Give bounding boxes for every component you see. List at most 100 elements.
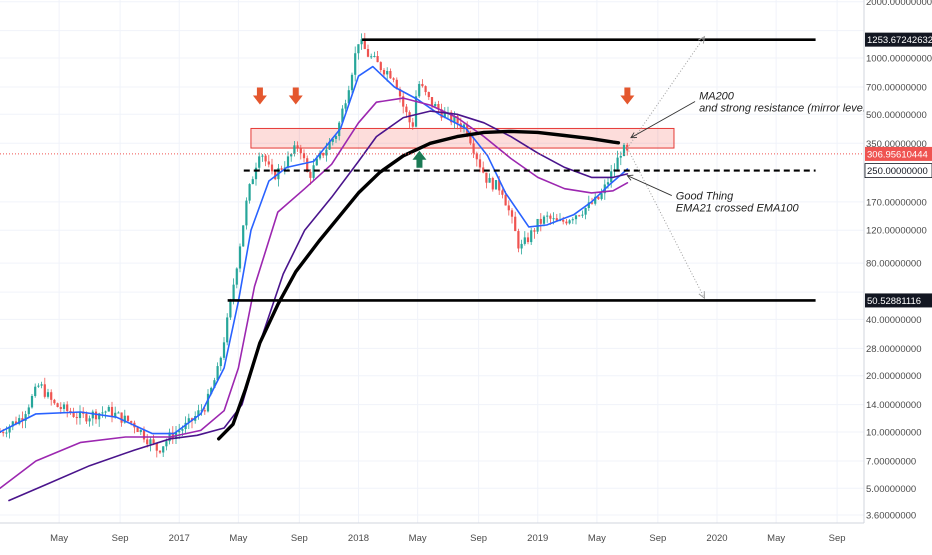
candle-body — [251, 179, 254, 185]
candle-body — [405, 106, 408, 113]
price-tag-label-4: 50.52881116 — [867, 296, 921, 307]
candle-body — [238, 246, 242, 269]
candle-body — [130, 421, 133, 423]
y-tick-label-11: 40.00000000 — [866, 315, 921, 326]
candle-body — [8, 426, 11, 433]
candle-body — [309, 171, 312, 178]
candle-body — [98, 413, 101, 420]
candle-body — [56, 403, 59, 408]
candle-body — [382, 70, 386, 75]
candle-body — [366, 49, 370, 57]
x-tick-label-12: 2020 — [706, 533, 727, 544]
candle-body — [539, 218, 542, 224]
candle-body — [424, 86, 427, 93]
x-tick-label-6: 2018 — [348, 533, 369, 544]
candle-body — [427, 92, 430, 98]
x-tick-label-11: Sep — [649, 533, 666, 544]
y-tick-label-16: 7.00000000 — [866, 456, 916, 467]
candle-body — [312, 165, 315, 178]
x-tick-label-1: May — [50, 533, 68, 544]
candle-body — [622, 144, 626, 157]
candle-body — [27, 407, 30, 415]
candle-body — [594, 196, 597, 204]
candle-body — [443, 112, 446, 118]
candle-body — [254, 167, 258, 180]
candle-body — [414, 96, 418, 127]
candle-body — [574, 215, 578, 220]
ma-line-3 — [8, 110, 629, 502]
candle-body — [517, 231, 520, 249]
candle-body — [475, 153, 478, 160]
x-tick-label-7: May — [409, 533, 427, 544]
candle-body — [606, 182, 610, 185]
x-tick-label-8: Sep — [470, 533, 487, 544]
candle-body — [94, 411, 98, 420]
candle-body — [597, 196, 600, 200]
x-tick-label-9: 2019 — [527, 533, 548, 544]
projection-line-2 — [626, 147, 705, 299]
candle-body — [187, 418, 190, 423]
down-arrow-marker-2 — [288, 87, 303, 105]
candle-body — [62, 404, 66, 409]
candle-body — [18, 418, 21, 425]
candle-body — [24, 414, 27, 421]
candle-body — [91, 411, 94, 419]
candle-body — [402, 96, 405, 107]
time-axis-panel — [0, 523, 932, 550]
candle-body — [232, 284, 235, 301]
candle-body — [66, 404, 69, 411]
candle-body — [181, 429, 184, 431]
candle-body — [331, 138, 334, 142]
x-tick-label-5: Sep — [291, 533, 308, 544]
candle-body — [162, 446, 165, 453]
y-tick-label-5: 500.00000000 — [866, 110, 927, 121]
y-tick-label-15: 10.00000000 — [866, 428, 921, 439]
candle-body — [562, 220, 565, 222]
candle-body — [373, 56, 376, 58]
candle-body — [389, 70, 392, 79]
candle-body — [568, 220, 571, 224]
price-tag-3 — [864, 163, 932, 178]
x-tick-label-10: May — [588, 533, 606, 544]
candle-body — [450, 112, 453, 123]
candle-body — [363, 39, 366, 50]
candle-body — [117, 412, 120, 414]
candle-body — [216, 366, 219, 381]
candle-body — [219, 357, 222, 367]
candle-body — [437, 104, 440, 110]
candle-body — [341, 108, 344, 123]
candle-body — [533, 230, 536, 232]
y-tick-label-8: 120.00000000 — [866, 226, 927, 237]
candle-body — [290, 154, 293, 157]
candle-body — [514, 216, 517, 232]
candle-body — [286, 156, 290, 168]
moving-averages — [0, 65, 629, 502]
candle-body — [482, 167, 485, 173]
annotation-1-line-1: MA200 — [699, 90, 735, 102]
y-tick-label-7: 170.00000000 — [866, 197, 927, 208]
candle-body — [146, 439, 149, 445]
y-tick-label-1: 2000.00000000 — [866, 0, 932, 8]
resistance-zone-layer — [250, 127, 675, 149]
candle-body — [261, 155, 264, 157]
price-tag-label-3: 250.00000000 — [867, 166, 928, 177]
candle-body — [78, 411, 82, 419]
candle-body — [584, 208, 587, 215]
candle-body — [258, 156, 261, 168]
candle-body — [136, 427, 139, 433]
candle-body — [318, 152, 322, 159]
candle-body — [21, 418, 24, 421]
candle-body — [34, 386, 37, 396]
arrow-markers — [252, 87, 635, 168]
candle-body — [411, 122, 414, 127]
candle-body — [280, 168, 283, 170]
candle-body — [107, 406, 110, 412]
candle-body — [43, 384, 46, 397]
candle-body — [408, 112, 411, 123]
candle-body — [110, 406, 114, 417]
x-tick-label-4: May — [229, 533, 247, 544]
candle-body — [72, 412, 75, 417]
candle-body — [75, 416, 78, 419]
